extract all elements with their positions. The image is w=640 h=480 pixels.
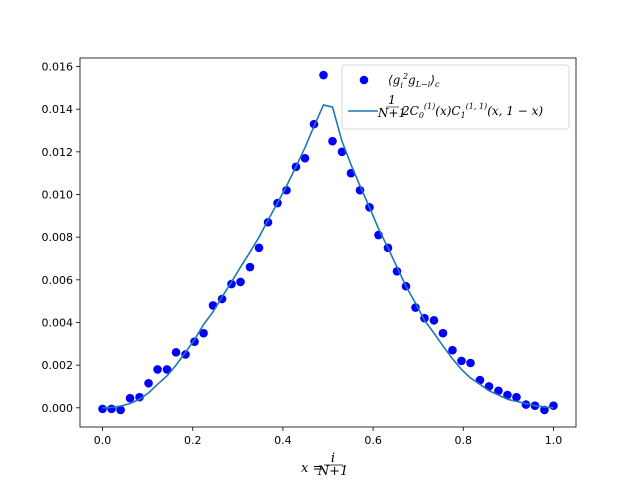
scatter-point-15: [236, 277, 245, 287]
scatter-point-9: [181, 350, 190, 359]
y-tick-label-2: 0.004: [42, 316, 74, 329]
scatter-point-37: [438, 328, 448, 338]
scatter-point-34: [411, 303, 420, 312]
y-tick-label-8: 0.016: [42, 61, 74, 74]
scatter-point-2: [116, 405, 125, 415]
y-tick-label-6: 0.012: [42, 146, 74, 159]
scatter-point-7: [162, 365, 172, 374]
x-tick-label-5: 1.0: [545, 434, 563, 447]
scatter-point-20: [282, 185, 291, 195]
scatter-point-11: [199, 328, 208, 338]
y-tick-label-4: 0.008: [42, 231, 74, 244]
x-tick-label-1: 0.2: [184, 434, 202, 447]
scatter-point-44: [503, 390, 512, 400]
scatter-point-49: [549, 401, 558, 410]
x-tick-label-3: 0.6: [364, 434, 382, 447]
scatter-point-1: [107, 404, 116, 414]
legend: ⟨gi2gL−i⟩c 1 N+1 2C0(1)(x)C1(1, 1)(x, 1 …: [341, 64, 570, 130]
scatter-point-24: [319, 70, 328, 80]
y-axis-ticks: 0.000 0.002 0.004 0.006 0.008 0.010 0.012 0.014…: [42, 61, 80, 415]
scatter-point-36: [429, 316, 439, 325]
scatter-point-3: [125, 393, 135, 403]
legend-box: [341, 64, 570, 130]
y-tick-label-5: 0.010: [42, 189, 74, 202]
y-tick-label-0: 0.000: [42, 402, 74, 415]
x-tick-label-0: 0.0: [94, 434, 112, 447]
scatter-point-6: [153, 365, 162, 374]
scatter-point-0: [98, 404, 107, 414]
y-tick-label-3: 0.006: [42, 274, 74, 287]
scatter-point-5: [144, 378, 153, 388]
svg-text:i: i: [331, 451, 335, 466]
y-tick-label-7: 0.014: [42, 103, 74, 116]
legend-marker-scatter: [359, 75, 369, 85]
scatter-point-4: [135, 392, 144, 402]
scatter-point-38: [448, 345, 457, 355]
scatter-point-39: [457, 356, 466, 366]
scatter-point-45: [512, 392, 521, 402]
svg-text:N+1: N+1: [317, 464, 349, 479]
x-tick-label-2: 0.4: [274, 434, 292, 447]
svg-text:x =: x =: [301, 461, 323, 476]
x-axis-ticks: 0.0 0.2 0.4 0.6 0.8 1.0: [94, 427, 562, 447]
svg-text:N+1: N+1: [377, 106, 406, 120]
scatter-point-26: [337, 147, 347, 157]
svg-text:1: 1: [388, 93, 396, 107]
scatter-point-40: [466, 358, 475, 368]
scatter-point-25: [328, 136, 337, 146]
plot-area: [98, 70, 558, 415]
scatter-point-8: [171, 348, 181, 357]
scatter-point-22: [300, 153, 310, 163]
y-tick-label-1: 0.002: [42, 359, 74, 372]
scatter-point-16: [245, 262, 255, 272]
scatter-point-43: [494, 386, 503, 396]
x-tick-label-4: 0.8: [455, 434, 473, 447]
fit-line: [102, 103, 554, 409]
axes-frame: [79, 57, 577, 428]
scatter-point-17: [254, 243, 264, 253]
x-axis-label: x = i N+1: [301, 451, 348, 479]
